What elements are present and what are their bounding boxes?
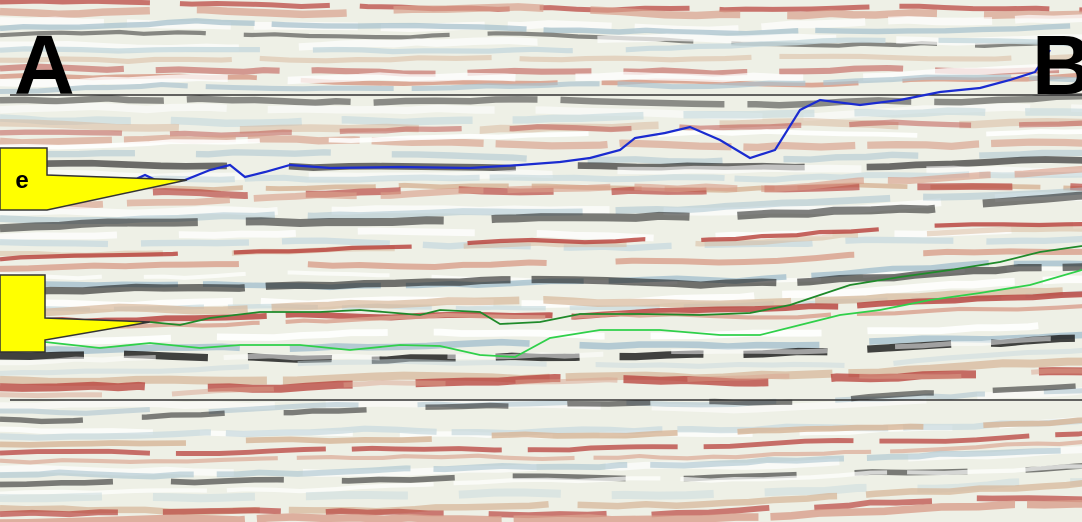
start-label: A [14,18,75,112]
callout-text: e [15,167,28,194]
page: e A B (() => { const data = JSON.parse(d… [0,0,1082,522]
end-label: B [1032,18,1082,112]
seismic-section: e A B [0,0,1082,522]
